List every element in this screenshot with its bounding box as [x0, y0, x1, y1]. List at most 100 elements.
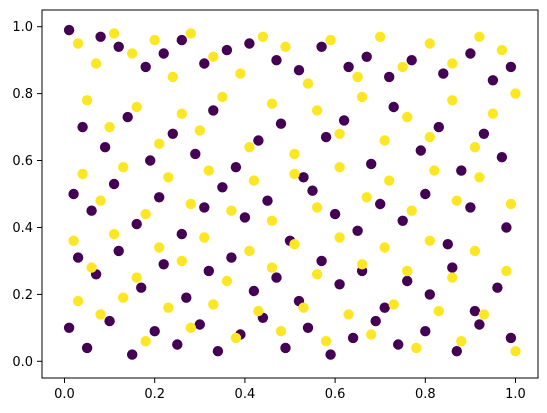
scatter-point-class-1-39: [510, 88, 521, 99]
scatter-point-class-0-60: [72, 252, 84, 263]
scatter-point-class-1-95: [411, 342, 422, 354]
scatter-point-class-1-56: [429, 165, 440, 176]
scatter-point-class-1-19: [496, 44, 508, 56]
scatter-point-class-0-36: [433, 121, 444, 133]
y-tick-label-0: 0.0: [12, 355, 33, 370]
scatter-point-class-0-19: [505, 61, 517, 73]
scatter-point-class-1-86: [208, 299, 219, 310]
scatter-point-class-0-64: [158, 259, 169, 270]
scatter-point-class-0-8: [244, 38, 255, 49]
scatter-point-class-1-94: [388, 299, 399, 310]
scatter-point-class-0-31: [320, 131, 332, 143]
scatter-point-class-0-43: [131, 218, 142, 230]
scatter-point-class-0-17: [465, 48, 476, 59]
scatter-point-class-0-72: [334, 279, 345, 290]
scatter-point-class-1-36: [447, 95, 458, 106]
scatter-point-class-0-20: [77, 121, 88, 133]
scatter-point-class-0-34: [388, 101, 399, 113]
scatter-point-class-0-9: [271, 55, 282, 66]
scatter-point-class-1-44: [163, 172, 174, 183]
x-axis: 0.0 0.2 0.4 0.6 0.8 1.0: [54, 378, 526, 402]
scatter-point-class-0-4: [158, 48, 169, 59]
scatter-point-class-0-68: [248, 285, 260, 297]
scatter-point-class-1-85: [185, 322, 196, 333]
scatter-point-class-0-30: [298, 172, 309, 183]
scatter-point-class-0-53: [352, 225, 363, 236]
scatter-point-class-0-90: [280, 342, 291, 354]
scatter-point-class-1-79: [501, 265, 512, 277]
scatter-point-class-1-34: [402, 111, 413, 123]
scatter-point-class-0-71: [316, 255, 327, 267]
scatter-point-class-1-46: [203, 165, 214, 176]
scatter-point-class-0-80: [63, 322, 75, 333]
scatter-point-class-0-15: [406, 55, 417, 66]
scatter-point-class-0-82: [104, 315, 115, 327]
scatter-point-class-1-81: [95, 309, 106, 320]
y-tick-label-5: 1.0: [12, 20, 33, 35]
scatter-point-class-0-42: [108, 178, 120, 190]
scatter-point-class-1-38: [487, 108, 499, 119]
scatter-point-class-1-6: [185, 28, 196, 39]
scatter-point-class-1-77: [447, 272, 458, 283]
scatter-point-class-1-92: [343, 309, 354, 320]
scatter-point-class-0-16: [438, 68, 449, 79]
scatter-point-class-1-87: [230, 332, 242, 344]
scatter-point-class-1-72: [334, 232, 345, 243]
scatter-point-class-0-41: [86, 205, 97, 216]
scatter-point-class-0-44: [154, 192, 165, 203]
scatter-point-class-1-98: [478, 309, 490, 320]
scatter-point-class-1-93: [366, 329, 377, 340]
scatter-point-class-1-26: [217, 91, 228, 103]
scatter-point-class-0-58: [465, 202, 476, 213]
scatter-point-class-1-76: [424, 235, 435, 246]
scatter-point-class-1-65: [176, 255, 187, 267]
scatter-point-class-1-67: [221, 275, 233, 287]
scatter-point-class-0-45: [176, 228, 187, 240]
scatter-point-class-1-57: [451, 195, 462, 206]
y-tick-label-2: 0.4: [12, 221, 33, 236]
scatter-point-class-1-96: [433, 305, 444, 317]
x-tick-label-3: 0.6: [325, 387, 346, 402]
scatter-point-class-0-26: [208, 105, 219, 116]
scatter-point-class-1-32: [356, 91, 368, 103]
scatter-point-class-1-17: [447, 58, 458, 69]
scatter-point-class-0-94: [370, 315, 381, 327]
scatter-point-class-1-75: [402, 265, 413, 277]
scatter-point-class-0-46: [199, 202, 210, 213]
scatter-point-class-1-61: [86, 262, 97, 273]
points-layer: [63, 24, 521, 360]
scatter-point-class-0-76: [424, 289, 435, 300]
scatter-point-class-1-8: [235, 68, 246, 79]
scatter-point-class-1-54: [384, 175, 395, 186]
scatter-point-class-1-97: [456, 336, 467, 347]
scatter-point-class-0-24: [167, 128, 178, 139]
scatter-point-class-0-49: [262, 195, 273, 206]
scatter-point-class-0-98: [474, 319, 485, 330]
scatter-point-class-1-25: [194, 125, 205, 136]
scatter-point-class-1-7: [208, 51, 219, 62]
scatter-point-class-0-92: [325, 349, 336, 360]
scatter-point-class-0-37: [456, 165, 467, 176]
scatter-point-class-1-28: [266, 98, 278, 109]
scatter-point-class-0-38: [478, 128, 490, 139]
scatter-point-class-1-88: [253, 305, 264, 317]
scatter-point-class-0-57: [442, 239, 453, 250]
scatter-point-class-0-48: [239, 212, 251, 223]
scatter-point-class-1-80: [72, 295, 84, 307]
scatter-point-class-0-85: [172, 339, 183, 350]
scatter-point-class-1-14: [375, 31, 386, 42]
scatter-point-class-1-5: [167, 71, 178, 83]
scatter-point-class-0-32: [338, 115, 350, 126]
scatter-point-class-0-6: [199, 58, 210, 69]
scatter-point-class-0-95: [393, 339, 404, 350]
scatter-point-class-1-83: [140, 336, 151, 347]
scatter-point-class-0-5: [176, 34, 187, 46]
scatter-point-class-0-87: [212, 346, 224, 357]
scatter-point-class-1-4: [149, 34, 160, 46]
scatter-point-class-1-22: [131, 101, 142, 113]
scatter-point-class-1-29: [289, 148, 300, 160]
scatter-point-class-0-99: [505, 332, 517, 344]
scatter-point-class-1-9: [257, 31, 269, 42]
scatter-point-class-0-23: [145, 155, 156, 166]
scatter-point-class-0-47: [217, 182, 228, 193]
